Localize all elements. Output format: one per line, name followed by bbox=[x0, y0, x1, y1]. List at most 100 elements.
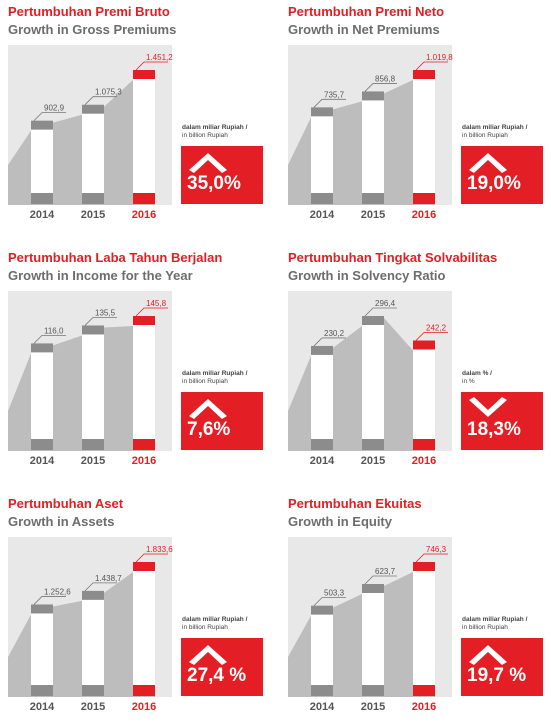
growth-label: 19,7 % bbox=[467, 665, 526, 686]
value-label: 1.252,6 bbox=[44, 587, 71, 596]
category-label: 2014 bbox=[30, 701, 55, 713]
bar-base bbox=[362, 685, 384, 696]
bar-base bbox=[82, 193, 104, 204]
unit-note: in billion Rupiah bbox=[182, 132, 228, 139]
bar-cap bbox=[82, 590, 104, 600]
chart-subtitle: Growth in Equity bbox=[288, 514, 393, 529]
bar bbox=[362, 316, 384, 450]
value-label: 242,2 bbox=[426, 324, 447, 333]
bar bbox=[82, 104, 104, 204]
value-label: 230,2 bbox=[324, 329, 345, 338]
category-label: 2015 bbox=[81, 455, 105, 467]
value-label: 1.438,7 bbox=[95, 574, 122, 583]
bar-cap bbox=[31, 120, 53, 130]
leader-line bbox=[364, 307, 397, 317]
bar-base bbox=[133, 439, 155, 450]
category-label: 2015 bbox=[361, 455, 385, 467]
bar-cap bbox=[31, 343, 53, 353]
bar-cap bbox=[413, 340, 435, 350]
growth-label: 7,6% bbox=[187, 419, 230, 440]
value-label: 1.075,3 bbox=[95, 88, 122, 97]
category-label: 2016 bbox=[412, 455, 436, 467]
chart-title: Pertumbuhan Aset bbox=[8, 496, 124, 511]
category-label: 2014 bbox=[310, 701, 335, 713]
growth-box bbox=[181, 638, 263, 696]
bar-base bbox=[311, 439, 333, 450]
bar bbox=[82, 325, 104, 450]
bar-cap bbox=[362, 584, 384, 594]
bar-cap bbox=[311, 345, 333, 355]
leader-line bbox=[135, 553, 168, 563]
category-label: 2015 bbox=[361, 701, 385, 713]
leader-line bbox=[415, 553, 448, 563]
bar-base bbox=[31, 439, 53, 450]
bar-base bbox=[82, 439, 104, 450]
category-label: 2014 bbox=[310, 209, 335, 221]
bar-base bbox=[82, 685, 104, 696]
bar-base bbox=[31, 193, 53, 204]
bar-base bbox=[362, 193, 384, 204]
leader-line bbox=[364, 83, 397, 92]
unit-note: dalam miliar Rupiah / bbox=[462, 124, 528, 131]
bar bbox=[31, 604, 53, 696]
growth-label: 35,0% bbox=[187, 173, 241, 194]
bar-base bbox=[311, 685, 333, 696]
growth-arrow bbox=[189, 645, 227, 665]
bar-cap bbox=[311, 107, 333, 117]
bar bbox=[413, 340, 435, 450]
leader-line bbox=[33, 334, 66, 344]
growth-label: 18,3% bbox=[467, 419, 521, 440]
value-label: 145,8 bbox=[146, 299, 167, 308]
category-label: 2015 bbox=[81, 701, 105, 713]
growth-arrow bbox=[189, 153, 227, 173]
value-label: 1.019,8 bbox=[426, 53, 453, 62]
value-label: 856,8 bbox=[375, 74, 396, 83]
value-label: 902,9 bbox=[44, 104, 65, 113]
category-label: 2014 bbox=[30, 209, 55, 221]
leader-line bbox=[364, 575, 397, 585]
category-label: 2016 bbox=[132, 455, 156, 467]
bar-cap bbox=[133, 70, 155, 79]
chart-title: Pertumbuhan Laba Tahun Berjalan bbox=[8, 250, 222, 265]
leader-line bbox=[415, 61, 448, 71]
bar bbox=[31, 120, 53, 204]
bar-cap bbox=[362, 316, 384, 325]
bar-base bbox=[413, 193, 435, 204]
bar-base bbox=[311, 193, 333, 204]
bar-cap bbox=[82, 325, 104, 335]
bar bbox=[413, 562, 435, 696]
bar-cap bbox=[311, 605, 333, 615]
unit-note: in billion Rupiah bbox=[182, 378, 228, 385]
growth-arrow bbox=[189, 399, 227, 419]
chart-title: Pertumbuhan Premi Bruto bbox=[8, 4, 170, 19]
bar bbox=[311, 605, 333, 696]
growth-arrow bbox=[469, 645, 507, 665]
unit-note: in billion Rupiah bbox=[462, 624, 508, 631]
bar-cap bbox=[31, 604, 53, 614]
chart-title: Pertumbuhan Premi Neto bbox=[288, 4, 444, 19]
unit-note: in billion Rupiah bbox=[182, 624, 228, 631]
bar bbox=[133, 70, 155, 204]
bar bbox=[31, 343, 53, 450]
value-label: 746,3 bbox=[426, 545, 447, 554]
bar-cap bbox=[82, 104, 104, 114]
chart-subtitle: Growth in Assets bbox=[8, 514, 114, 529]
bar-base bbox=[413, 439, 435, 450]
growth-arrow bbox=[469, 397, 507, 417]
bar bbox=[362, 584, 384, 696]
unit-note: dalam miliar Rupiah / bbox=[182, 370, 248, 377]
bar-base bbox=[413, 685, 435, 696]
category-label: 2015 bbox=[81, 209, 105, 221]
bar-cap bbox=[413, 562, 435, 571]
bar bbox=[133, 316, 155, 450]
value-label: 1.451,2 bbox=[146, 53, 173, 62]
value-label: 116,0 bbox=[44, 326, 64, 335]
bar bbox=[362, 91, 384, 204]
category-label: 2015 bbox=[361, 209, 385, 221]
growth-label: 19,0% bbox=[467, 173, 521, 194]
unit-note: dalam miliar Rupiah / bbox=[182, 616, 248, 623]
chart-subtitle: Growth in Solvency Ratio bbox=[288, 268, 446, 283]
value-label: 296,4 bbox=[375, 299, 396, 308]
leader-line bbox=[135, 307, 168, 317]
chart-subtitle: Growth in Net Premiums bbox=[288, 22, 440, 37]
